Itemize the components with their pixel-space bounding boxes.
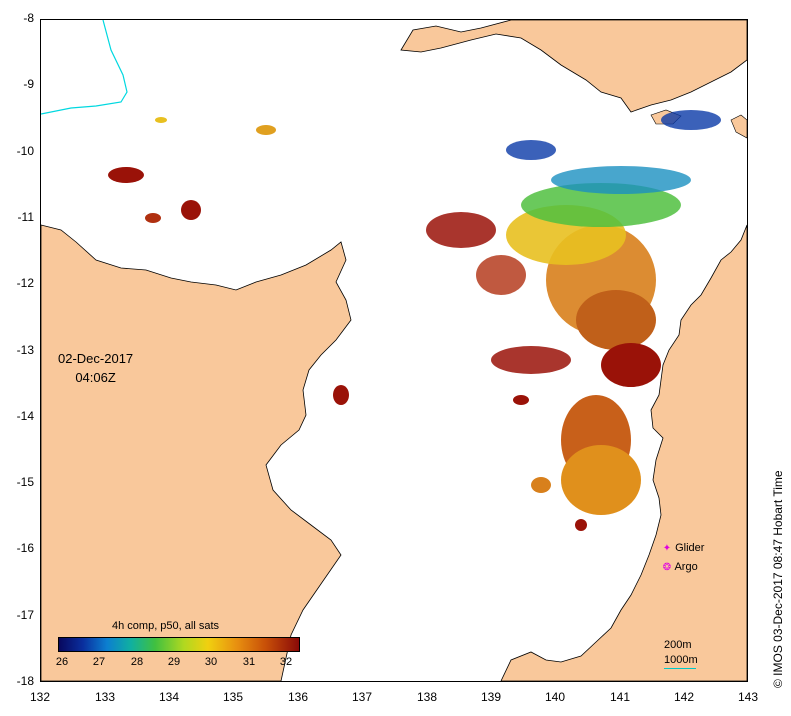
lat-tick: -9 — [23, 77, 34, 91]
glider-label: Glider — [675, 542, 705, 554]
time-text: 04:06Z — [75, 370, 116, 385]
lon-tick: 137 — [351, 690, 373, 704]
land-new-guinea — [400, 20, 747, 113]
colorbar-title: 4h comp, p50, all sats — [112, 620, 220, 632]
lat-tick: -14 — [16, 409, 34, 423]
land-northern-territory — [41, 224, 352, 681]
colorbar-tick: 32 — [279, 656, 293, 668]
depth-1000-label: 1000m — [664, 654, 698, 666]
lon-tick: 134 — [158, 690, 180, 704]
lon-tick: 132 — [29, 690, 51, 704]
lon-tick: 139 — [480, 690, 502, 704]
map-panel[interactable] — [40, 19, 748, 682]
argo-legend-item: ❂ Argo — [662, 561, 698, 573]
lon-tick: 143 — [737, 690, 759, 704]
lon-tick: 136 — [287, 690, 309, 704]
colorbar-tick: 31 — [242, 656, 256, 668]
argo-label: Argo — [674, 561, 698, 573]
timestamp-label: 02-Dec-2017 04:06Z — [58, 349, 133, 387]
lon-tick: 141 — [609, 690, 631, 704]
argo-marker-icon: ❂ — [662, 562, 672, 573]
colorbar-tick: 26 — [55, 656, 69, 668]
lat-tick: -10 — [16, 144, 34, 158]
colorbar-tick: 29 — [167, 656, 181, 668]
river — [41, 20, 128, 115]
colorbar-tick: 27 — [92, 656, 106, 668]
sst-map[interactable] — [41, 20, 747, 681]
depth-contour-swatch — [664, 668, 696, 669]
lon-tick: 133 — [94, 690, 116, 704]
lon-tick: 140 — [544, 690, 566, 704]
lat-tick: -13 — [16, 343, 34, 357]
credit-text: © IMOS 03-Dec-2017 08:47 Hobart Time — [771, 470, 785, 688]
land-cape-york — [500, 224, 747, 681]
lon-tick: 138 — [416, 690, 438, 704]
lon-tick: 135 — [222, 690, 244, 704]
lat-tick: -16 — [16, 541, 34, 555]
lat-tick: -12 — [16, 276, 34, 290]
date-text: 02-Dec-2017 — [58, 351, 134, 366]
lat-tick: -8 — [23, 11, 34, 25]
colorbar-tick: 28 — [130, 656, 144, 668]
lat-tick: -17 — [16, 608, 34, 622]
lat-tick: -15 — [16, 475, 34, 489]
glider-legend-item: ✦ Glider — [662, 542, 705, 554]
sst-patches — [108, 110, 721, 531]
lon-tick: 142 — [673, 690, 695, 704]
lat-tick: -18 — [16, 674, 34, 688]
sst-colorbar — [58, 637, 300, 652]
depth-200-label: 200m — [664, 639, 692, 651]
colorbar-tick: 30 — [204, 656, 218, 668]
glider-marker-icon: ✦ — [662, 543, 672, 554]
lat-tick: -11 — [17, 210, 34, 224]
